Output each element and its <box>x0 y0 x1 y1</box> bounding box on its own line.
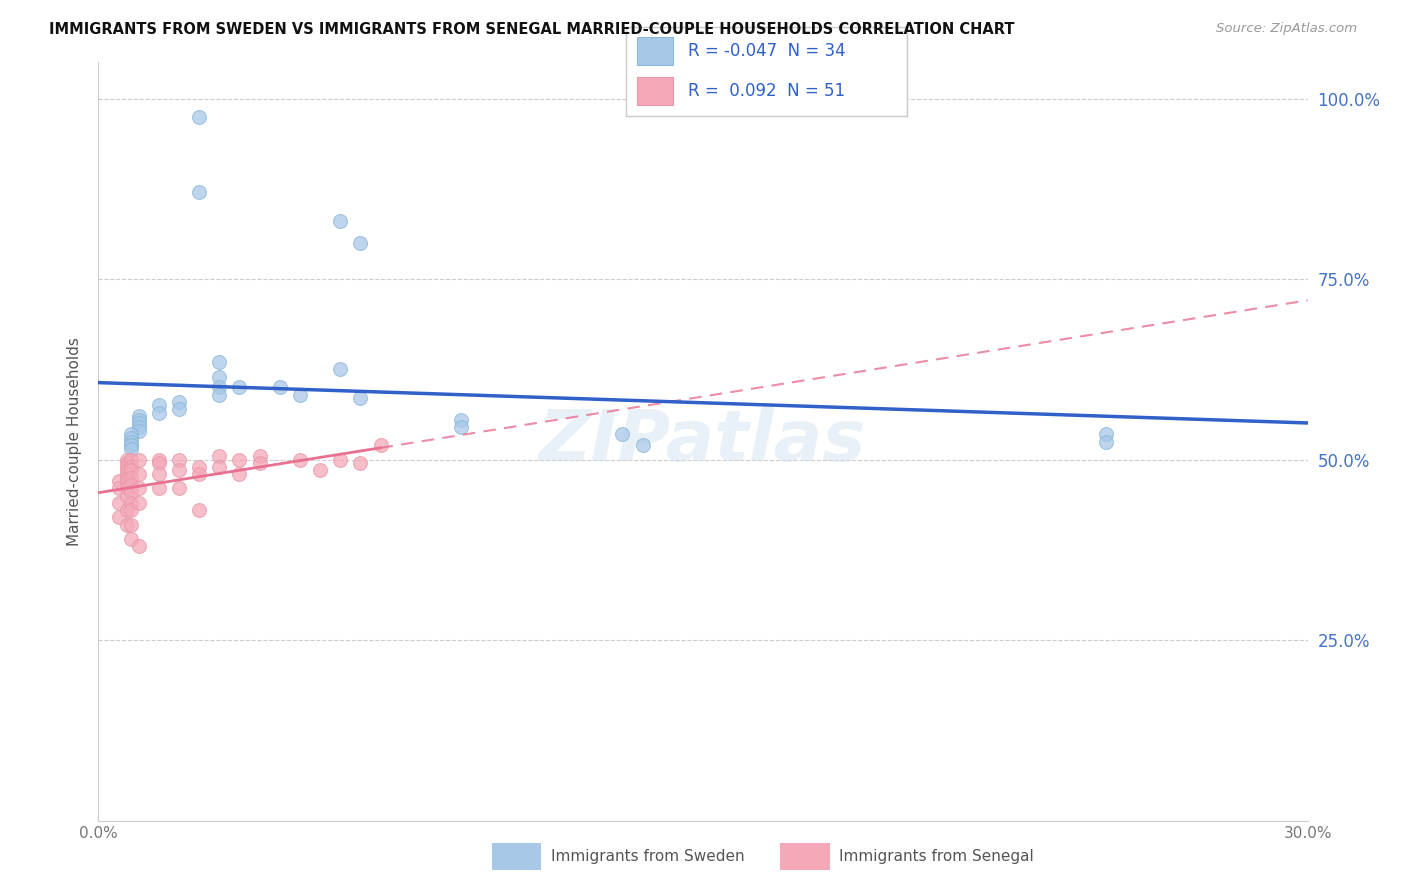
Point <box>349 391 371 405</box>
Point <box>120 438 142 452</box>
Point <box>120 438 142 452</box>
Point <box>128 417 150 431</box>
Point <box>115 503 138 517</box>
Point <box>120 431 142 445</box>
Point <box>269 380 291 394</box>
Point <box>148 452 170 467</box>
Point <box>228 467 250 481</box>
Point <box>148 467 170 481</box>
Bar <box>637 37 673 65</box>
Point <box>120 517 142 532</box>
Point <box>167 482 190 496</box>
Point <box>128 496 150 510</box>
Point <box>120 427 142 442</box>
Point <box>288 387 311 401</box>
Text: Source: ZipAtlas.com: Source: ZipAtlas.com <box>1216 22 1357 36</box>
Point <box>208 459 231 474</box>
Point <box>115 467 138 481</box>
Point <box>329 362 352 376</box>
Point <box>115 456 138 470</box>
Point <box>128 413 150 427</box>
Text: Immigrants from Senegal: Immigrants from Senegal <box>839 849 1035 863</box>
Point <box>115 463 138 477</box>
Point <box>115 482 138 496</box>
Point <box>349 235 371 250</box>
Point <box>329 452 352 467</box>
Point <box>128 420 150 434</box>
Point <box>167 402 190 417</box>
Point <box>288 452 311 467</box>
Point <box>309 463 332 477</box>
Point <box>115 517 138 532</box>
Point <box>188 110 211 124</box>
Point <box>120 459 142 474</box>
Point <box>148 456 170 470</box>
Y-axis label: Married-couple Households: Married-couple Households <box>67 337 83 546</box>
Point <box>120 503 142 517</box>
Text: ZIPatlas: ZIPatlas <box>540 407 866 476</box>
Point <box>167 463 190 477</box>
Point <box>115 470 138 484</box>
Point <box>208 380 231 394</box>
Point <box>120 463 142 477</box>
Point <box>107 496 129 510</box>
Point <box>228 452 250 467</box>
Point <box>188 467 211 481</box>
Point <box>115 475 138 489</box>
Point <box>167 452 190 467</box>
Point <box>370 438 392 452</box>
Point <box>148 406 170 420</box>
Point <box>450 413 472 427</box>
Point <box>128 539 150 553</box>
Text: R =  0.092  N = 51: R = 0.092 N = 51 <box>688 82 845 100</box>
Point <box>128 467 150 481</box>
Text: R = -0.047  N = 34: R = -0.047 N = 34 <box>688 42 845 60</box>
Text: Immigrants from Sweden: Immigrants from Sweden <box>551 849 745 863</box>
Text: IMMIGRANTS FROM SWEDEN VS IMMIGRANTS FROM SENEGAL MARRIED-COUPLE HOUSEHOLDS CORR: IMMIGRANTS FROM SWEDEN VS IMMIGRANTS FRO… <box>49 22 1015 37</box>
Point <box>120 532 142 546</box>
Point <box>208 369 231 384</box>
Point <box>208 387 231 401</box>
Point <box>120 485 142 500</box>
Point <box>148 482 170 496</box>
Point <box>349 456 371 470</box>
Point <box>128 452 150 467</box>
Point <box>188 503 211 517</box>
Point <box>329 214 352 228</box>
Point <box>120 478 142 492</box>
Point <box>120 434 142 449</box>
Point <box>128 409 150 424</box>
Point <box>120 452 142 467</box>
Point <box>612 427 634 442</box>
Point <box>188 459 211 474</box>
Point <box>120 442 142 456</box>
Point <box>115 459 138 474</box>
Bar <box>637 77 673 105</box>
Point <box>115 489 138 503</box>
Point <box>208 449 231 463</box>
Point <box>148 399 170 413</box>
Point <box>249 449 271 463</box>
Point <box>128 424 150 438</box>
Point <box>167 394 190 409</box>
Point <box>128 482 150 496</box>
Point <box>450 420 472 434</box>
Point <box>1095 427 1118 442</box>
Point <box>120 496 142 510</box>
Point <box>208 355 231 369</box>
Point <box>249 456 271 470</box>
Point <box>228 380 250 394</box>
Point <box>107 510 129 524</box>
Point <box>1095 434 1118 449</box>
Point <box>120 470 142 484</box>
Point <box>107 475 129 489</box>
Point <box>631 438 654 452</box>
Point <box>107 482 129 496</box>
Point <box>115 452 138 467</box>
Point <box>188 186 211 200</box>
